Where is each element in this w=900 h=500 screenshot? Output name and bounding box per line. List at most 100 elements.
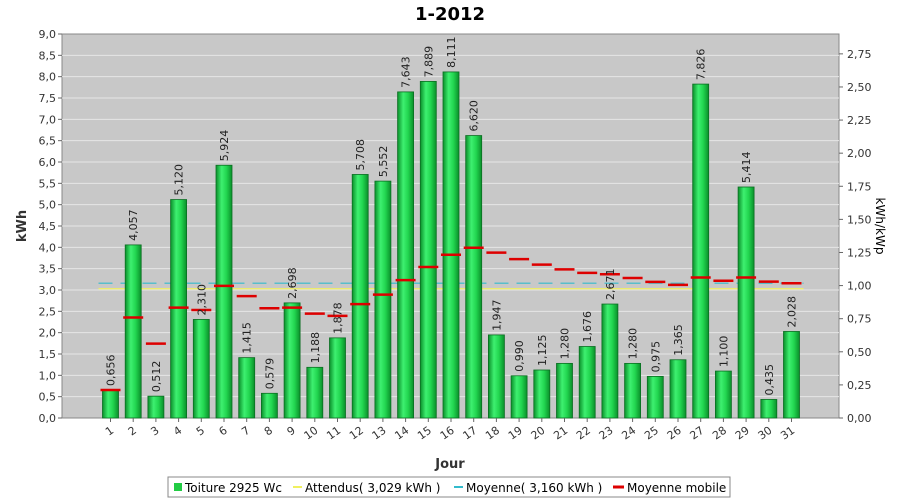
legend-label-attendus: Attendus( 3,029 kWh )	[305, 481, 440, 495]
bar-value-label: 1,878	[332, 302, 345, 334]
bar	[238, 357, 256, 419]
x-tick-label: 12	[347, 424, 366, 443]
bar	[397, 91, 415, 419]
y-axis-right-title: kWh/kWp	[873, 198, 887, 255]
y-tick-label: 8,5	[39, 49, 57, 62]
bar-value-label: 1,365	[672, 324, 685, 356]
bar-value-label: 2,028	[786, 296, 799, 328]
x-tick-label: 29	[733, 424, 752, 443]
bars	[102, 71, 800, 419]
x-tick-label: 15	[415, 424, 434, 443]
bar-value-label: 0,435	[763, 364, 776, 396]
y-tick-label: 1,0	[39, 369, 57, 382]
y-axis-right: 0,00 0,25 0,50 0,75 1,00 1,25 1,50 1,75 2,00 2,25…	[839, 48, 872, 425]
bar	[669, 359, 687, 419]
legend-box	[167, 476, 731, 498]
legend-label-moyenne-mobile: Moyenne mobile	[627, 481, 726, 495]
bar	[692, 83, 710, 419]
bar-value-label: 1,415	[241, 322, 254, 354]
y-tick-label: 2,0	[39, 327, 57, 340]
bar	[715, 370, 732, 419]
y-right-tick-label: 0,50	[847, 346, 872, 359]
bar-value-label: 5,924	[218, 130, 231, 162]
x-tick-label: 9	[285, 424, 298, 439]
x-tick-label: 21	[551, 424, 570, 443]
bar	[646, 375, 664, 419]
bar	[306, 366, 324, 419]
y-axis-left: 0,0 0,5 1,0 1,5 2,0 2,5 3,0 3,5 4,0 4,5 5,0 5,5 6,0 6…	[39, 28, 62, 425]
bar-value-label: 0,579	[263, 358, 276, 390]
x-tick-label: 27	[687, 424, 706, 443]
y-tick-label: 7,5	[39, 92, 57, 105]
x-axis-title: Jour	[434, 457, 465, 472]
x-tick-label: 1	[103, 424, 116, 439]
bar-value-label: 5,708	[354, 139, 367, 171]
bar	[465, 135, 483, 419]
bar-value-label: 7,643	[400, 56, 413, 88]
bar	[601, 303, 619, 419]
x-tick-label: 26	[665, 424, 684, 443]
x-tick-label: 4	[171, 424, 184, 439]
y-tick-label: 0,0	[39, 412, 57, 425]
x-tick-label: 20	[529, 424, 548, 443]
x-tick-label: 6	[217, 424, 230, 439]
bar	[215, 164, 233, 419]
bar-value-label: 7,826	[695, 49, 708, 81]
legend-swatch-toiture	[174, 483, 182, 491]
y-right-tick-label: 0,25	[847, 379, 872, 392]
x-tick-label: 28	[710, 424, 729, 443]
y-right-tick-label: 2,25	[847, 114, 872, 127]
x-tick-label: 24	[619, 424, 638, 443]
x-tick-label: 5	[194, 424, 207, 439]
bar-value-label: 1,676	[581, 311, 594, 343]
bar-value-label: 1,280	[559, 328, 572, 360]
bar	[283, 302, 301, 419]
bar-value-label: 5,120	[173, 164, 186, 196]
y-right-tick-label: 1,50	[847, 213, 872, 226]
bar-value-label: 1,100	[717, 336, 730, 368]
y-tick-label: 4,0	[39, 241, 57, 254]
bar	[374, 180, 392, 419]
y-tick-label: 7,0	[39, 113, 57, 126]
x-tick-label: 11	[324, 424, 343, 443]
bar	[192, 319, 210, 419]
bar	[760, 399, 778, 419]
bar-value-label: 4,057	[127, 209, 140, 241]
y-tick-label: 5,5	[39, 177, 57, 190]
x-tick-label: 23	[597, 424, 616, 443]
y-tick-label: 4,5	[39, 220, 57, 233]
legend-label-toiture: Toiture 2925 Wc	[184, 481, 282, 495]
x-tick-label: 14	[392, 424, 411, 443]
bar	[556, 362, 573, 419]
x-tick-label: 30	[756, 424, 775, 443]
y-right-tick-label: 1,25	[847, 246, 872, 259]
bar-value-label: 1,947	[490, 299, 503, 331]
x-tick-label: 10	[302, 424, 321, 443]
legend: Toiture 2925 Wc Attendus( 3,029 kWh ) Mo…	[167, 476, 731, 498]
y-tick-label: 1,5	[39, 348, 57, 361]
x-tick-label: 25	[642, 424, 661, 443]
y-tick-label: 0,5	[39, 391, 57, 404]
bar	[578, 346, 596, 419]
bar-value-label: 6,620	[468, 100, 481, 132]
bar-value-label: 2,671	[604, 269, 617, 301]
legend-label-moyenne: Moyenne( 3,160 kWh )	[466, 481, 602, 495]
x-tick-label: 7	[239, 424, 252, 439]
x-tick-label: 13	[370, 424, 389, 443]
bar-value-label: 2,310	[195, 284, 208, 316]
bar	[533, 369, 551, 419]
y-right-tick-label: 2,75	[847, 48, 872, 61]
x-tick-label: 8	[262, 424, 275, 439]
y-right-tick-label: 0,00	[847, 412, 872, 425]
bar	[442, 71, 460, 419]
bar-value-label: 1,280	[627, 328, 640, 360]
y-axis-title: kWh	[15, 210, 30, 242]
bar-value-label: 0,990	[513, 340, 526, 372]
y-right-tick-label: 2,50	[847, 81, 872, 94]
y-tick-label: 6,5	[39, 135, 57, 148]
x-tick-label: 17	[460, 424, 479, 443]
bar	[624, 362, 641, 419]
y-tick-label: 9,0	[39, 28, 57, 41]
bar	[783, 331, 800, 419]
